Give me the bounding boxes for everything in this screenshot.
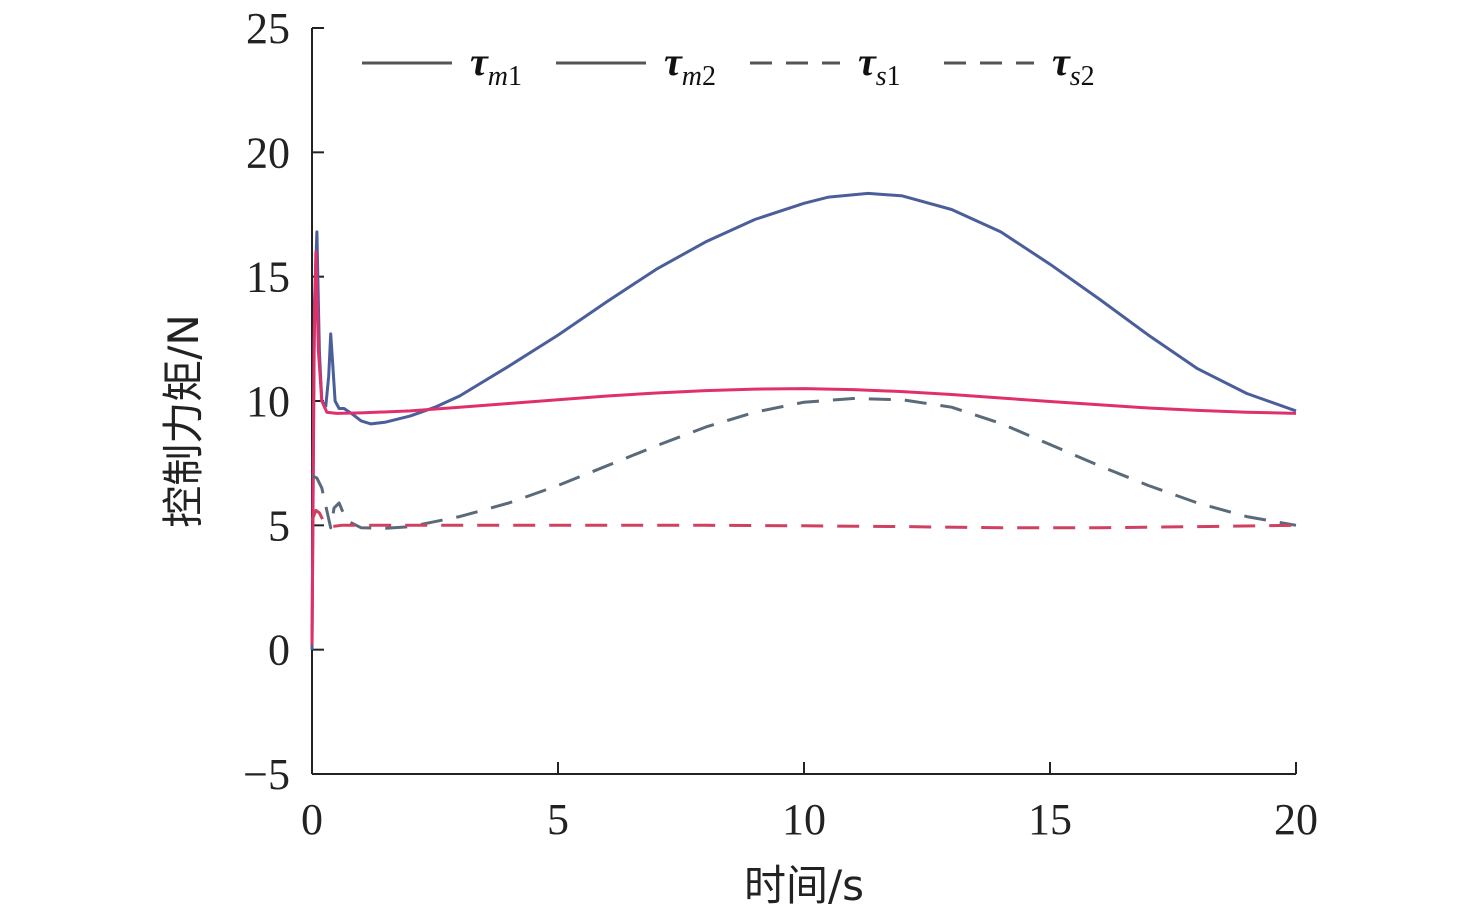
y-tick-label: 25 <box>246 4 290 53</box>
x-tick-label: 20 <box>1274 795 1318 844</box>
y-axis-title: 控制力矩/N <box>159 314 208 528</box>
legend-label-3: τs1 <box>858 39 901 92</box>
x-tick-label: 15 <box>1028 795 1072 844</box>
series-layer <box>310 191 1297 650</box>
y-tick-label: 15 <box>246 253 290 302</box>
legend: τm1 τm2 τs1 τs2 <box>362 39 1095 92</box>
y-tick-label: −5 <box>243 750 290 799</box>
x-tick-label: 10 <box>782 795 826 844</box>
y-tick-label: 20 <box>246 128 290 177</box>
series-3-line <box>311 397 1297 530</box>
legend-label-4: τs2 <box>1052 39 1095 92</box>
y-tick-label: 0 <box>268 626 290 675</box>
legend-label-1: τm1 <box>470 39 522 92</box>
x-tick-label: 0 <box>301 795 323 844</box>
series-2-line <box>310 250 1297 645</box>
legend-label-2: τm2 <box>664 39 716 92</box>
y-tick-label: 5 <box>268 501 290 550</box>
x-tick-label: 5 <box>547 795 569 844</box>
series-1-line <box>310 191 1297 650</box>
x-axis-title: 时间/s <box>744 861 864 910</box>
y-tick-label: 10 <box>246 377 290 426</box>
series-4-line <box>310 508 1297 530</box>
